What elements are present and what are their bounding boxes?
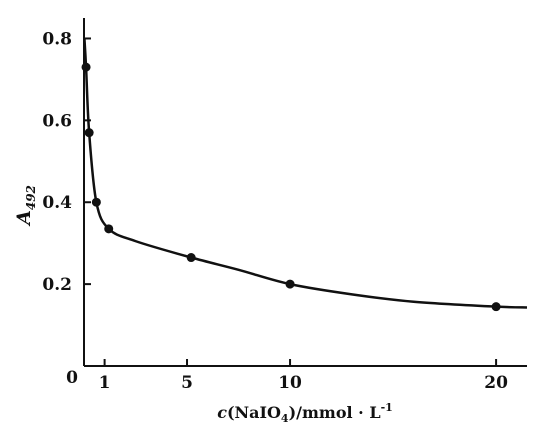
y-axis-label-main: A — [13, 210, 35, 227]
data-point — [491, 302, 501, 312]
x-axis-label-italic: c — [217, 403, 227, 422]
y-tick-label: 0.8 — [42, 29, 72, 49]
y-tick-label: 0.4 — [42, 193, 72, 213]
x-tick-label: 20 — [484, 373, 508, 393]
ticks: 0.2 0.4 0.6 0.8 1 5 10 20 — [42, 29, 508, 393]
x-axis-label-sub: 4 — [281, 412, 289, 425]
labels: 0 c(NaIO4)/mmol · L-1 A492 — [13, 185, 393, 425]
curve-layer — [83, 38, 528, 309]
data-point — [84, 128, 94, 138]
x-tick-label: 1 — [99, 373, 111, 393]
x-axis-label-sup: -1 — [381, 401, 393, 414]
x-axis-label: c(NaIO4)/mmol · L-1 — [217, 401, 393, 425]
series-line — [83, 38, 528, 309]
data-point — [186, 253, 196, 263]
data-point — [104, 224, 114, 234]
y-axis-label: A492 — [13, 185, 38, 227]
data-point — [91, 197, 101, 207]
data-point — [285, 279, 295, 289]
y-tick-label: 0.2 — [42, 275, 72, 295]
y-axis-label-sub: 492 — [24, 185, 38, 210]
x-tick-label: 5 — [181, 373, 193, 393]
x-axis-label-close: )/mmol · L — [289, 403, 381, 422]
y-tick-label: 0.6 — [42, 111, 72, 131]
points-layer — [81, 62, 501, 312]
axes — [83, 18, 527, 367]
x-axis-label-open: (NaIO — [227, 403, 281, 422]
data-point — [81, 62, 91, 72]
origin-label: 0 — [66, 368, 78, 388]
x-tick-label: 10 — [278, 373, 302, 393]
